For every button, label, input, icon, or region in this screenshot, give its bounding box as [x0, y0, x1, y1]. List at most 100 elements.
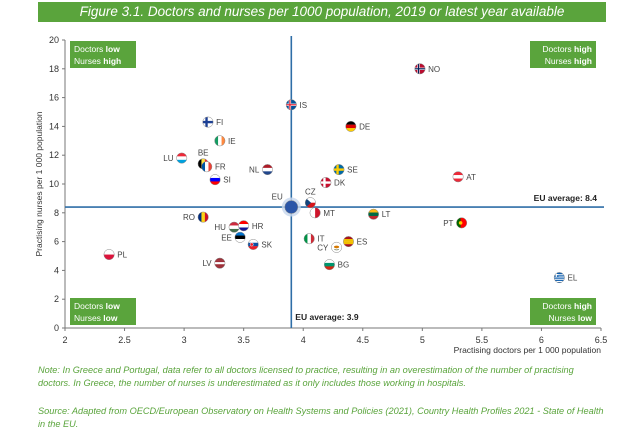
quadrant-label-prefix: Doctors [74, 301, 106, 311]
quadrant-label-line: Doctors low [74, 44, 120, 54]
data-point-label: ES [357, 238, 368, 247]
data-point-cz: CZ [304, 188, 316, 209]
data-point-se: SE [333, 164, 358, 176]
data-point-label: BG [338, 261, 350, 270]
data-point-label: EL [568, 274, 578, 283]
quadrant-label-level: high [574, 56, 592, 66]
data-point-pt: PT [443, 217, 468, 229]
data-point-label: FR [215, 163, 226, 172]
data-point-hr: HR [238, 220, 264, 232]
marker-outline [285, 99, 297, 111]
quadrant-label-line: Nurses low [74, 313, 118, 323]
reference-lines: EU average: 8.4 EU average: 3.9 [65, 36, 604, 328]
marker-outline [331, 241, 343, 253]
flag-el-icon [554, 272, 565, 283]
y-tick-label: 10 [49, 179, 59, 189]
data-point-fi: FI [202, 116, 223, 128]
quadrant-label-box [70, 298, 136, 325]
figure-title: Figure 3.1. Doctors and nurses per 1000 … [38, 2, 606, 22]
y-tick-label: 18 [49, 64, 59, 74]
quadrant-label-prefix: Doctors [542, 44, 574, 54]
y-axis-label: Practising nurses per 1 000 population [34, 111, 44, 256]
data-point-label: FI [216, 118, 223, 127]
data-point-is: IS [285, 99, 307, 111]
flag-hu-icon [228, 222, 240, 233]
quadrant-label-level: low [106, 44, 121, 54]
quadrant-label-level: low [106, 301, 121, 311]
data-point-label: PL [117, 251, 127, 260]
data-point-nl: NL [249, 164, 273, 176]
flag-dk-icon [320, 177, 332, 188]
quadrant-label-prefix: Nurses [549, 313, 578, 323]
data-point-eu: EU [272, 193, 301, 217]
flag-fr-icon [201, 161, 212, 172]
marker-outline [214, 257, 226, 269]
data-point-label: RO [183, 213, 195, 222]
data-point-lv: LV [202, 257, 226, 269]
data-point-dk: DK [320, 177, 346, 189]
quadrant-label-prefix: Doctors [542, 301, 574, 311]
data-point-label: HR [252, 222, 264, 231]
marker-outline [103, 249, 115, 261]
quadrant-label-box [530, 298, 596, 325]
data-point-lu: LU [163, 152, 188, 164]
flag-no-icon [414, 63, 426, 74]
x-tick-label: 3 [182, 335, 187, 345]
marker-outline [262, 164, 273, 176]
data-point-fr: FR [201, 161, 226, 173]
data-point-cy: CY [317, 241, 343, 253]
y-tick-label: 14 [49, 121, 59, 131]
data-point-it: IT [303, 233, 325, 245]
marker-outline [456, 217, 468, 229]
data-point-label: HU [214, 223, 226, 232]
marker-outline [368, 208, 379, 220]
data-point-label: AT [466, 173, 476, 182]
marker-outline [414, 63, 426, 75]
flag-ee-icon [234, 232, 246, 243]
flag-se-icon [333, 164, 345, 175]
quadrant-label-level: high [103, 56, 121, 66]
quadrant-label-level: low [103, 313, 118, 323]
flag-mt-icon [309, 207, 321, 218]
x-tick-label: 5 [420, 335, 425, 345]
x-tick-label: 2 [62, 335, 67, 345]
marker-outline [333, 164, 345, 176]
quadrant-label-prefix: Nurses [545, 56, 574, 66]
y-tick-label: 12 [49, 150, 59, 160]
quadrant-label-level: low [578, 313, 593, 323]
quadrant-label-line: Doctors low [74, 301, 120, 311]
y-tick-label: 16 [49, 93, 59, 103]
marker-outline [320, 177, 332, 189]
marker-outline [238, 220, 250, 232]
marker-outline [303, 233, 315, 245]
y-tick-label: 0 [54, 323, 59, 333]
flag-is-icon [286, 99, 297, 110]
marker-outline [209, 174, 221, 186]
x-tick-label: 2.5 [118, 335, 131, 345]
marker-outline [343, 236, 354, 248]
eu-average-doctors-label: EU average: 3.9 [295, 312, 359, 322]
quadrant-label-level: high [574, 44, 592, 54]
marker-outline [197, 211, 209, 223]
data-point-ie: IE [214, 135, 236, 147]
quadrant-label-prefix: Nurses [74, 313, 103, 323]
data-point-bg: BG [323, 259, 350, 271]
flag-de-icon [345, 121, 357, 132]
quadrant-label-line: Doctors high [542, 44, 592, 54]
marker-outline [309, 207, 321, 219]
x-tick-label: 5.5 [476, 335, 489, 345]
quadrant-label-line: Nurses low [549, 313, 593, 323]
marker-outline [284, 200, 299, 214]
data-point-es: ES [343, 236, 368, 248]
data-points: NO IS FI DE IE LU BE FR NL SE SI DK AT CZ EU MT LT RO HU HR… [103, 63, 578, 284]
data-point-label: EE [221, 233, 232, 242]
data-point-lt: LT [368, 208, 391, 220]
data-point-label: DK [334, 179, 346, 188]
data-point-label: DE [359, 122, 370, 131]
data-point-label: EU [272, 193, 283, 202]
quadrant-label-box [70, 41, 136, 68]
scatter-chart: 2 2.5 3 3.5 4 4.5 5 5.5 6 6.502468101214161820Pra… [34, 35, 607, 355]
quadrant-label-prefix: Nurses [74, 56, 103, 66]
y-tick-label: 4 [54, 265, 59, 275]
